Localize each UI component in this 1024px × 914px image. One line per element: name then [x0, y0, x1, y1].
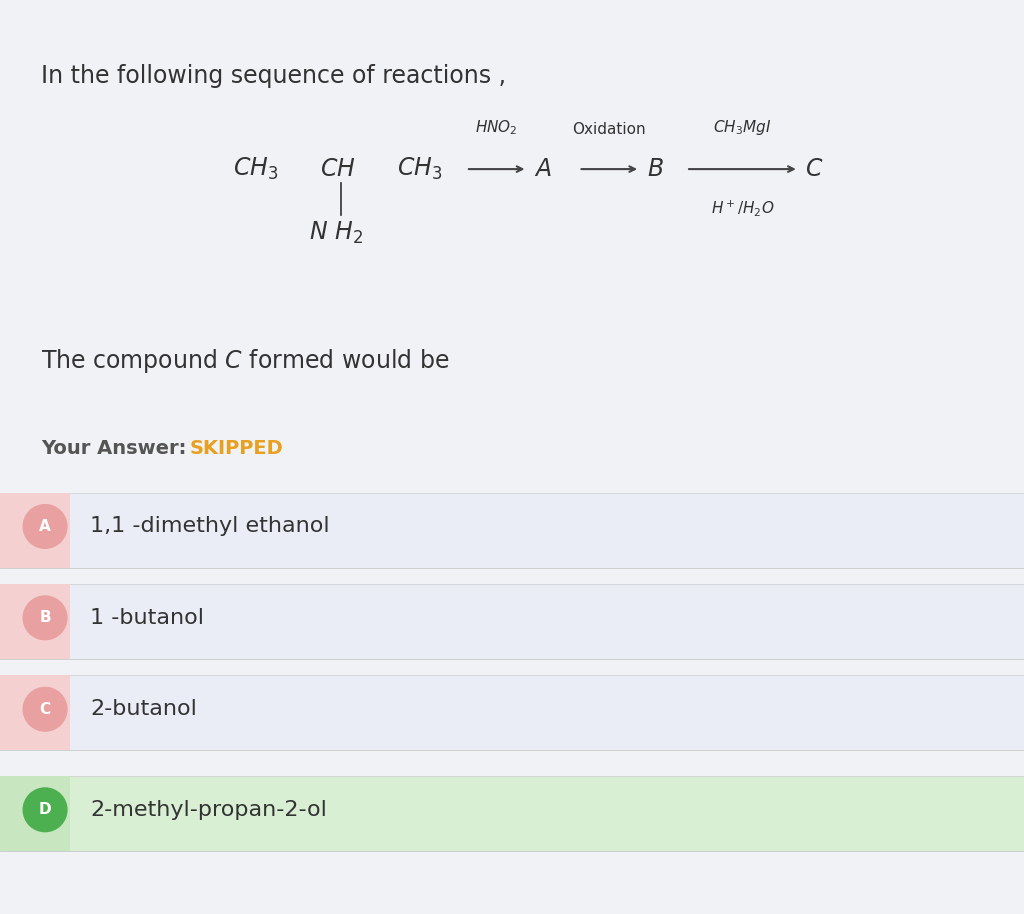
Text: D: D: [39, 802, 51, 817]
Ellipse shape: [23, 686, 68, 732]
Bar: [0, 675, 70, 750]
Text: 2-butanol: 2-butanol: [90, 699, 197, 719]
Ellipse shape: [23, 595, 68, 641]
Text: $A$: $A$: [534, 157, 552, 181]
Text: The compound $C$ formed would be: The compound $C$ formed would be: [41, 347, 450, 376]
Text: $CH_3MgI$: $CH_3MgI$: [714, 118, 771, 137]
Text: $N\,\,H_2$: $N\,\,H_2$: [309, 219, 362, 246]
Text: Your Answer:: Your Answer:: [41, 439, 186, 458]
Text: $HNO_2$: $HNO_2$: [475, 119, 518, 137]
Text: C: C: [40, 702, 50, 717]
Ellipse shape: [23, 787, 68, 833]
Bar: [0, 584, 1024, 659]
Bar: [0, 493, 1024, 568]
Text: Oxidation: Oxidation: [572, 122, 646, 137]
Text: SKIPPED: SKIPPED: [189, 439, 284, 458]
Text: $CH_3$: $CH_3$: [397, 156, 442, 182]
Text: 2-methyl-propan-2-ol: 2-methyl-propan-2-ol: [90, 800, 327, 820]
Text: $CH_3$: $CH_3$: [233, 156, 279, 182]
Text: $C$: $C$: [805, 157, 823, 181]
Bar: [0, 776, 1024, 851]
Text: A: A: [39, 519, 51, 534]
Text: $CH$: $CH$: [321, 157, 355, 181]
Text: $B$: $B$: [647, 157, 664, 181]
Text: B: B: [39, 611, 51, 625]
Bar: [0, 493, 70, 568]
Text: $H^+/H_2O$: $H^+/H_2O$: [711, 198, 774, 218]
Bar: [0, 776, 70, 851]
Text: 1,1 -dimethyl ethanol: 1,1 -dimethyl ethanol: [90, 516, 330, 537]
Bar: [0, 675, 1024, 750]
Ellipse shape: [23, 504, 68, 549]
Text: In the following sequence of reactions ,: In the following sequence of reactions ,: [41, 64, 506, 88]
Bar: [0, 584, 70, 659]
Text: 1 -butanol: 1 -butanol: [90, 608, 204, 628]
